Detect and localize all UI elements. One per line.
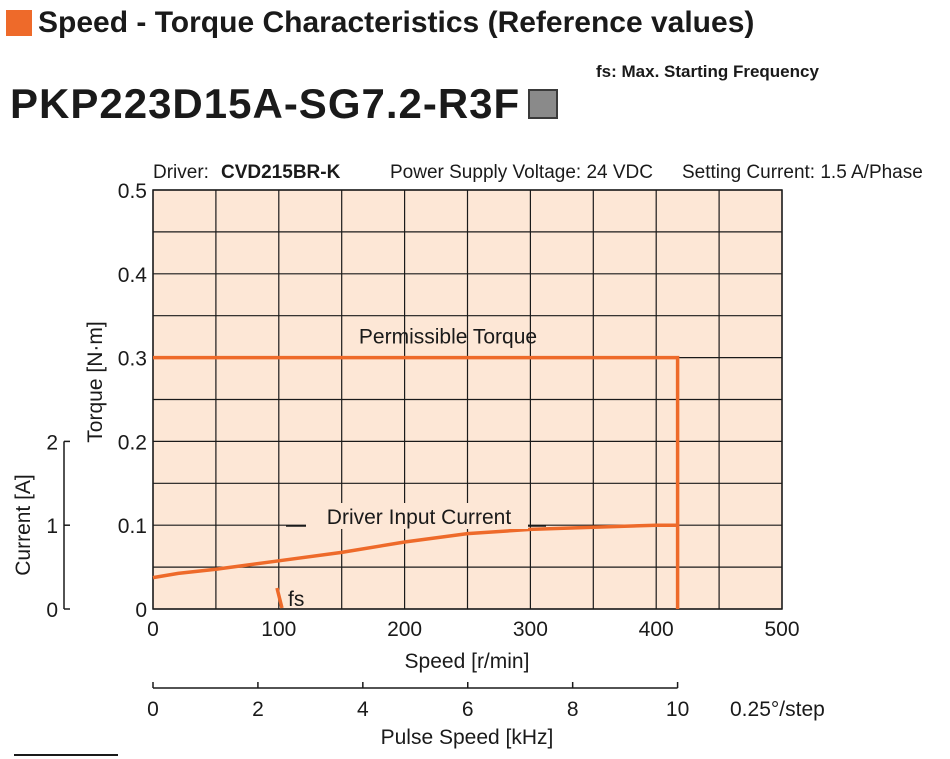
series-label-background — [306, 503, 528, 529]
pulse-tick-label: 10 — [666, 698, 689, 721]
model-heading: PKP223D15A-SG7.2-R3F — [10, 80, 559, 128]
pulse-tick-label: 4 — [357, 698, 369, 721]
y-tick-label: 0.4 — [118, 264, 148, 287]
x-axis-label: Speed [r/min] — [405, 650, 530, 673]
section-title: Speed - Torque Characteristics (Referenc… — [38, 6, 755, 39]
pulse-speed-label: Pulse Speed [kHz] — [381, 726, 554, 749]
y-axis-label: Torque [N·m] — [84, 321, 107, 442]
y-tick-label: 0.2 — [118, 431, 147, 454]
conditions-power-supply: Power Supply Voltage: 24 VDC — [390, 162, 653, 183]
x-tick-label: 200 — [387, 618, 422, 641]
step-angle-note: 0.25°/step — [730, 698, 825, 721]
bottom-rule — [14, 754, 118, 756]
x-tick-label: 100 — [261, 618, 296, 641]
current-tick-label: 1 — [46, 515, 58, 538]
fs-note: fs: Max. Starting Frequency — [596, 62, 819, 81]
pulse-speed-axis: 0 2 4 6 8 10 — [147, 682, 689, 721]
conditions-driver-prefix: Driver: — [153, 162, 214, 183]
conditions-driver-name: CVD215BR-K — [221, 162, 341, 183]
current-tick-label: 0 — [46, 599, 58, 622]
y-tick-label: 0 — [135, 599, 147, 622]
x-axis-ticks: 0 100 200 300 400 500 — [147, 618, 799, 641]
pulse-tick-label: 8 — [567, 698, 579, 721]
series-layer: Permissible Torque Driver Input Current fs — [152, 326, 680, 611]
pulse-tick-label: 2 — [252, 698, 264, 721]
x-tick-label: 0 — [147, 618, 159, 641]
y-tick-label: 0.1 — [118, 515, 147, 538]
fs-label: fs — [288, 588, 304, 611]
model-badge-icon — [528, 89, 559, 119]
y-tick-label: 0.5 — [118, 180, 147, 203]
conditions-setting-current: Setting Current: 1.5 A/Phase — [682, 162, 923, 183]
current-tick-label: 2 — [46, 431, 58, 454]
current-axis: 0 1 2 — [46, 431, 70, 622]
header-square-icon — [6, 10, 32, 36]
fs-marker — [275, 587, 284, 609]
x-tick-label: 500 — [764, 618, 799, 641]
series-label-permissible-torque: Permissible Torque — [359, 326, 537, 349]
x-tick-label: 300 — [513, 618, 548, 641]
series-label-driver-input-current: Driver Input Current — [327, 506, 512, 529]
pulse-tick-label: 6 — [462, 698, 474, 721]
plot-frame — [152, 189, 783, 610]
current-axis-label: Current [A] — [12, 474, 35, 576]
model-name: PKP223D15A-SG7.2-R3F — [10, 80, 521, 127]
pulse-tick-label: 0 — [147, 698, 159, 721]
y-tick-label: 0.3 — [118, 348, 147, 371]
driver-input-current-line — [152, 523, 678, 580]
x-tick-label: 400 — [639, 618, 674, 641]
section-header: Speed - Torque Characteristics (Referenc… — [6, 6, 754, 40]
y-axis-ticks: 0 0.1 0.2 0.3 0.4 0.5 — [118, 180, 148, 622]
